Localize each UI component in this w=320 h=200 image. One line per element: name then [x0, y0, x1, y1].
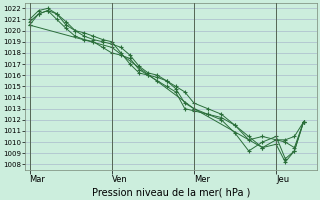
X-axis label: Pression niveau de la mer( hPa ): Pression niveau de la mer( hPa )	[92, 187, 250, 197]
